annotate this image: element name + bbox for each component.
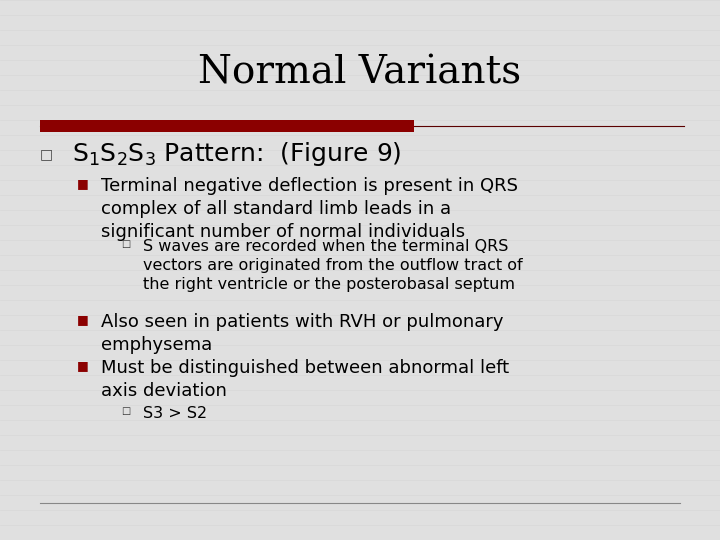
Text: □: □: [122, 406, 130, 416]
Text: ■: ■: [77, 177, 89, 190]
Text: □: □: [122, 239, 130, 249]
Text: Also seen in patients with RVH or pulmonary
emphysema: Also seen in patients with RVH or pulmon…: [101, 313, 503, 354]
Text: $\mathdefault{S_1S_2S_3}$ Pattern:  (Figure 9): $\mathdefault{S_1S_2S_3}$ Pattern: (Figu…: [72, 140, 402, 168]
Text: □: □: [40, 147, 53, 161]
Text: S3 > S2: S3 > S2: [143, 406, 207, 421]
Text: Terminal negative deflection is present in QRS
complex of all standard limb lead: Terminal negative deflection is present …: [101, 177, 518, 241]
Text: S waves are recorded when the terminal QRS
vectors are originated from the outfl: S waves are recorded when the terminal Q…: [143, 239, 522, 292]
Text: ■: ■: [77, 313, 89, 326]
Text: Normal Variants: Normal Variants: [199, 55, 521, 91]
Text: Must be distinguished between abnormal left
axis deviation: Must be distinguished between abnormal l…: [101, 359, 509, 400]
Bar: [40, 120, 414, 132]
Text: ■: ■: [77, 359, 89, 372]
